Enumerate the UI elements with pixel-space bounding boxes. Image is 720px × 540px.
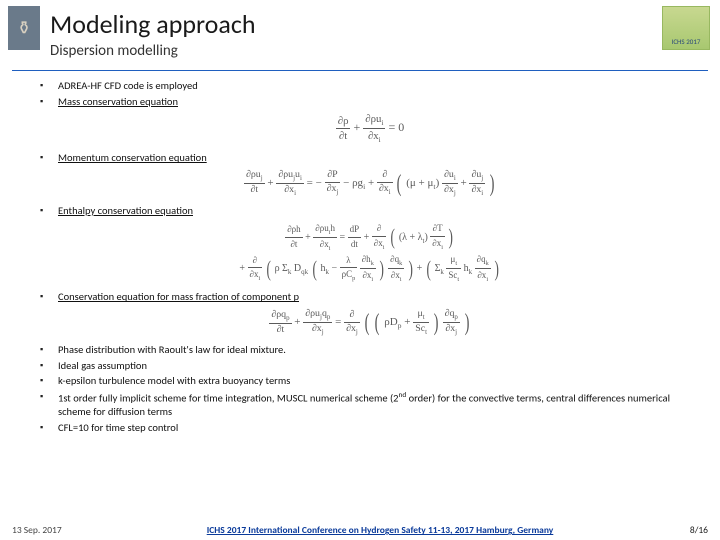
equation-mass-conservation: ∂ρ∂t + ∂ρui∂xi = 0 <box>40 112 700 145</box>
bullet-marker: ▪ <box>40 290 58 303</box>
university-logo: ⚱ <box>8 6 40 50</box>
equation-mass-fraction: ∂ρqp∂t + ∂ρujqp∂xj = ∂∂xj ( ( ρDp + μtSc… <box>40 308 700 337</box>
bullet-item: ▪ CFL=10 for time step control <box>40 421 700 435</box>
footer-conference: ICHS 2017 International Conference on Hy… <box>92 524 668 536</box>
bullet-item: ▪ Ideal gas assumption <box>40 359 700 373</box>
bullet-marker: ▪ <box>40 374 58 387</box>
bullet-text: k-epsilon turbulence model with extra bu… <box>58 374 700 388</box>
equation-momentum-conservation: ∂ρuj∂t + ∂ρujui∂xi = − ∂P∂xj − ρgi + ∂∂x… <box>40 169 700 198</box>
bullet-item: ▪ Mass conservation equation <box>40 95 700 109</box>
slide-subtitle: Dispersion modelling <box>50 42 710 60</box>
slide-title: Modeling approach <box>50 8 710 40</box>
bullet-item: ▪ Phase distribution with Raoult's law f… <box>40 343 700 357</box>
bullet-marker: ▪ <box>40 390 58 403</box>
slide-footer: 13 Sep. 2017 ICHS 2017 International Con… <box>0 524 720 536</box>
conference-logo-label: ICHS 2017 <box>672 37 701 46</box>
bullet-text: Conservation equation for mass fraction … <box>58 290 700 304</box>
bullet-text: 1st order fully implicit scheme for time… <box>58 390 700 419</box>
footer-date: 13 Sep. 2017 <box>12 524 92 536</box>
bullet-text-part: 1st order fully implicit scheme for time… <box>58 391 399 404</box>
conference-logo: ICHS 2017 <box>662 6 710 50</box>
bullet-marker: ▪ <box>40 151 58 164</box>
bullet-text: ADREA-HF CFD code is employed <box>58 79 700 93</box>
bullet-marker: ▪ <box>40 343 58 356</box>
bullet-marker: ▪ <box>40 421 58 434</box>
bullet-item: ▪ 1st order fully implicit scheme for ti… <box>40 390 700 419</box>
bullet-item: ▪ Momentum conservation equation <box>40 151 700 165</box>
equation-enthalpy-conservation: ∂ρh∂t + ∂ρuih∂xi = dPdt + ∂∂xi ( (λ + λt… <box>40 222 700 285</box>
footer-page-number: 8/16 <box>668 524 708 536</box>
bullet-marker: ▪ <box>40 95 58 108</box>
bullet-item: ▪ Enthalpy conservation equation <box>40 204 700 218</box>
bullet-text: Momentum conservation equation <box>58 151 700 165</box>
bullet-marker: ▪ <box>40 204 58 217</box>
bullet-item: ▪ Conservation equation for mass fractio… <box>40 290 700 304</box>
bullet-text: Ideal gas assumption <box>58 359 700 373</box>
bullet-text: Phase distribution with Raoult's law for… <box>58 343 700 357</box>
bullet-text: Mass conservation equation <box>58 95 700 109</box>
bullet-item: ▪ k-epsilon turbulence model with extra … <box>40 374 700 388</box>
bullet-marker: ▪ <box>40 79 58 92</box>
slide-content: ▪ ADREA-HF CFD code is employed ▪ Mass c… <box>0 71 720 434</box>
bullet-text: CFL=10 for time step control <box>58 421 700 435</box>
bullet-text: Enthalpy conservation equation <box>58 204 700 218</box>
bullet-marker: ▪ <box>40 359 58 372</box>
bullet-item: ▪ ADREA-HF CFD code is employed <box>40 79 700 93</box>
slide-header: ⚱ ICHS 2017 Modeling approach Dispersion… <box>0 0 720 64</box>
